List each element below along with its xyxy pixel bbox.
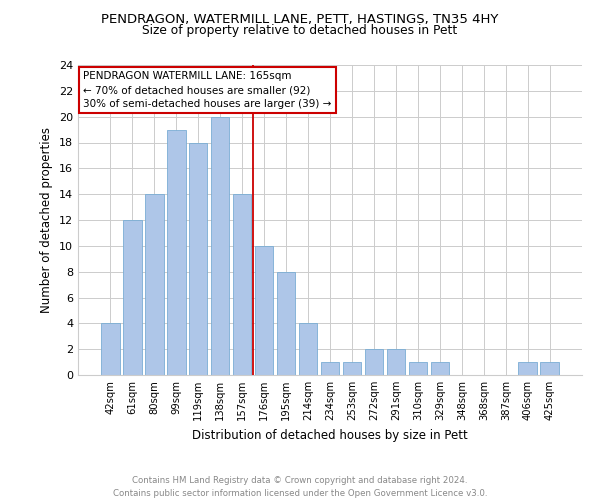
Text: PENDRAGON WATERMILL LANE: 165sqm
← 70% of detached houses are smaller (92)
30% o: PENDRAGON WATERMILL LANE: 165sqm ← 70% o…: [83, 71, 331, 109]
Bar: [386, 349, 405, 375]
Bar: [101, 324, 119, 375]
Bar: [145, 194, 164, 375]
Bar: [167, 130, 185, 375]
Bar: [541, 362, 559, 375]
Text: Contains HM Land Registry data © Crown copyright and database right 2024.
Contai: Contains HM Land Registry data © Crown c…: [113, 476, 487, 498]
Text: PENDRAGON, WATERMILL LANE, PETT, HASTINGS, TN35 4HY: PENDRAGON, WATERMILL LANE, PETT, HASTING…: [101, 12, 499, 26]
Bar: [320, 362, 340, 375]
Bar: [233, 194, 251, 375]
Bar: [211, 116, 229, 375]
Bar: [189, 142, 208, 375]
Bar: [431, 362, 449, 375]
Bar: [343, 362, 361, 375]
Text: Size of property relative to detached houses in Pett: Size of property relative to detached ho…: [142, 24, 458, 37]
Bar: [123, 220, 142, 375]
Bar: [518, 362, 537, 375]
Bar: [255, 246, 274, 375]
Bar: [277, 272, 295, 375]
Y-axis label: Number of detached properties: Number of detached properties: [40, 127, 53, 313]
Bar: [365, 349, 383, 375]
X-axis label: Distribution of detached houses by size in Pett: Distribution of detached houses by size …: [192, 428, 468, 442]
Bar: [299, 324, 317, 375]
Bar: [409, 362, 427, 375]
